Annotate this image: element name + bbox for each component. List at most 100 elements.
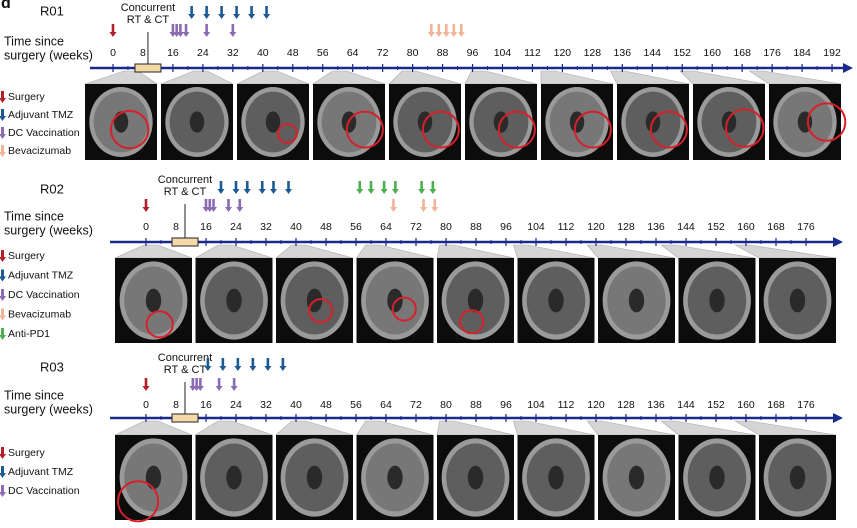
treatment-arrow [210,199,217,212]
treatment-arrow [203,6,211,19]
lesion-circle [725,108,765,148]
tick-label: 16 [200,221,212,233]
treatment-arrow [367,181,375,194]
treatment-label: Concurrent [158,352,212,364]
connector [513,420,595,436]
axis-label: surgery (weeks) [4,223,93,237]
tick-label: 112 [558,221,575,233]
lesion-circle [421,110,460,149]
treatment-arrow [219,358,227,371]
axis-label: Time since [4,388,64,402]
panel-id: R01 [40,3,64,18]
connector [160,70,234,85]
tick-label: 160 [737,221,755,233]
legend-arrow [0,250,6,262]
legend-arrow [0,485,6,497]
legend-arrow [0,308,6,321]
treatment-arrow [258,181,266,194]
tick-label: 184 [793,47,811,59]
legend-arrow [0,91,6,103]
tick-label: 0 [143,221,149,233]
connector [464,70,538,85]
tick-label: 96 [500,221,512,233]
tick-label: 8 [140,47,146,59]
tick-label: 72 [410,399,422,411]
ventricle [789,465,806,490]
treatment-arrow [109,24,117,37]
lesion-circle [345,110,384,149]
connector [388,70,462,85]
ventricle [548,288,564,313]
treatment-arrow [264,358,272,371]
treatment-arrow [450,24,458,37]
tick-label: 88 [470,399,482,411]
rtct-bracket [134,63,162,73]
connector [114,420,193,436]
treatment-arrow [203,24,211,37]
treatment-arrow [233,6,241,19]
axis-arrow [843,63,853,73]
tick-label: 0 [110,47,116,59]
tick-label: 128 [584,47,602,59]
tick-label: 16 [167,47,179,59]
ventricle [387,465,403,490]
tick-label: 152 [707,399,725,411]
legend-label: Bevacizumab [8,145,71,157]
connector [312,70,386,85]
treatment-label: RT & CT [127,14,170,26]
lesion-circle [391,296,417,322]
lesion-circle [145,310,174,339]
treatment-arrow [243,181,251,194]
legend-arrow [0,145,6,157]
treatment-arrow [391,181,399,194]
treatment-arrow [225,199,232,212]
connector [586,244,676,259]
tick-label: 88 [470,221,482,233]
ventricle [721,111,737,133]
ventricle [113,111,129,133]
tick-label: 8 [173,399,179,411]
connector [513,244,595,259]
connector [586,420,676,436]
tick-label: 48 [320,399,332,411]
tick-label: 176 [797,399,815,411]
ventricle [265,111,281,133]
tick-label: 192 [823,47,841,59]
tick-label: 80 [440,221,452,233]
treatment-arrow [230,378,238,391]
legend-arrow [0,289,6,301]
tick-label: 72 [377,47,389,59]
ventricle [628,465,645,490]
treatment-arrow [418,181,426,194]
ventricle [789,288,806,313]
axis-arrow [833,237,843,247]
treatment-arrow [429,181,437,194]
connector [84,70,158,85]
treatment-arrow [431,199,439,212]
legend-arrow [0,466,6,478]
treatment-arrow [234,358,242,371]
connector [275,244,354,259]
treatment-arrow [236,199,244,212]
treatment-arrow [176,24,184,37]
treatment-arrow [188,6,196,19]
treatment-label: Concurrent [121,2,175,14]
ventricle [145,465,162,490]
ventricle [145,288,162,313]
tick-label: 88 [437,47,449,59]
legend-label: Adjuvant TMZ [8,466,74,478]
treatment-arrow [380,181,388,194]
tick-label: 96 [467,47,479,59]
treatment-arrow [142,378,150,391]
tick-label: 24 [230,399,242,411]
treatment-arrow [285,181,293,194]
legend-label: Surgery [8,250,46,262]
tick-label: 40 [290,221,302,233]
tick-label: 176 [797,221,815,233]
connector [275,420,354,436]
legend-arrow [0,127,6,139]
tick-label: 64 [347,47,359,59]
ventricle [709,288,725,313]
tick-label: 24 [197,47,209,59]
